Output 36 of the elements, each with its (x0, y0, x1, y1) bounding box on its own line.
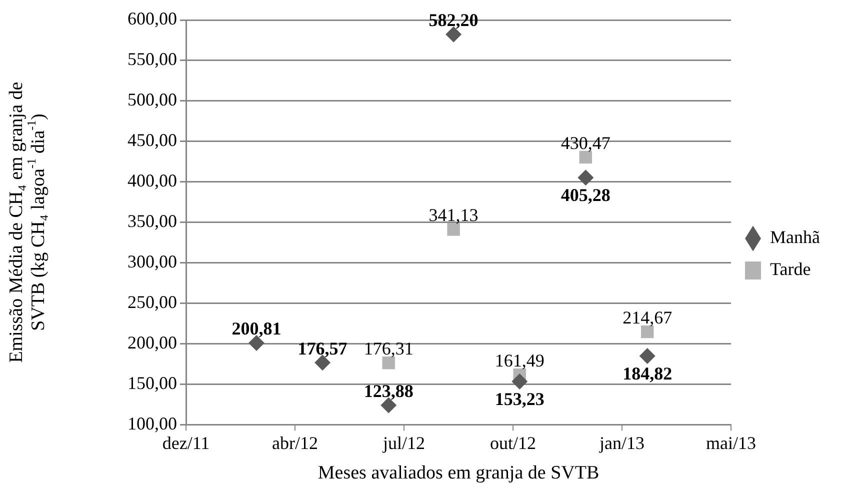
y-tick-label: 100,00 (128, 413, 177, 434)
legend-label: Tarde (770, 259, 811, 280)
data-label: 153,23 (494, 389, 544, 410)
point (639, 348, 656, 364)
data-label: 214,67 (622, 308, 672, 328)
y-tick-label: 200,00 (128, 332, 177, 352)
x-axis-title: Meses avaliados em granja de SVTB (318, 462, 600, 484)
x-tick-label: jul/12 (382, 433, 426, 454)
x-tick-label: abr/12 (272, 433, 318, 454)
y-tick-label: 400,00 (128, 170, 177, 191)
point (447, 223, 460, 236)
legend-label: Manhã (770, 227, 820, 248)
x-tick-label: jan/13 (598, 433, 645, 454)
data-label: 430,47 (560, 132, 610, 153)
data-label: 161,49 (494, 350, 544, 371)
y-tick-label: 300,00 (128, 251, 177, 272)
y-tick-label: 450,00 (128, 130, 177, 150)
x-tick-label: out/12 (490, 433, 536, 454)
y-tick-label: 500,00 (128, 90, 177, 110)
point (578, 170, 594, 186)
data-label: 200,81 (232, 318, 282, 339)
data-label: 184,82 (622, 364, 672, 384)
data-label: 123,88 (364, 380, 414, 401)
y-tick-label: 600,00 (128, 8, 177, 29)
data-label: 405,28 (560, 185, 610, 206)
y-tick-label: 150,00 (128, 372, 177, 393)
x-tick-label: mai/13 (706, 433, 756, 454)
y-tick-label: 350,00 (128, 211, 177, 232)
data-label: 582,20 (428, 10, 478, 30)
y-tick-label: 550,00 (128, 49, 177, 70)
y-tick-label: 250,00 (128, 292, 177, 312)
data-label: 341,13 (428, 205, 478, 226)
data-label: 176,31 (364, 338, 414, 359)
point (512, 374, 528, 390)
data-label: 176,57 (298, 338, 348, 358)
x-tick-label: dez/11 (162, 433, 210, 454)
